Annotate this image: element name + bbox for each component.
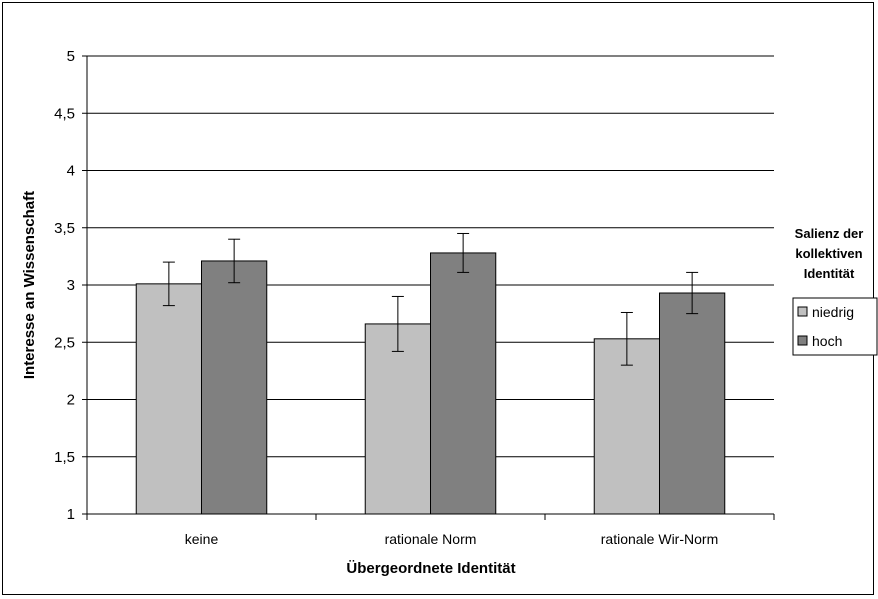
- error-bars: [162, 232, 699, 366]
- y-tick-label: 3: [67, 277, 75, 294]
- x-axis-title: Übergeordnete Identität: [346, 560, 515, 577]
- legend: Salienz der kollektiven Identität niedri…: [792, 226, 878, 356]
- legend-title-line-1: Salienz der: [795, 226, 864, 241]
- y-tick-label: 2: [67, 392, 75, 409]
- bar-hoch-2: [659, 292, 726, 515]
- legend-label-niedrig: niedrig: [812, 304, 854, 320]
- x-tick-label: rationale Wir-Norm: [601, 531, 718, 547]
- x-tick-labels: keine rationale Norm rationale Wir-Norm: [185, 531, 718, 547]
- y-tick-label: 5: [67, 48, 75, 65]
- y-tick-labels: 1 1,5 2 2,5 3 3,5 4 4,5 5: [54, 48, 75, 523]
- axes: [82, 55, 775, 520]
- y-tick-label: 1,5: [54, 449, 75, 466]
- bar-hoch-0: [201, 260, 268, 515]
- legend-label-hoch: hoch: [812, 333, 842, 349]
- y-tick-label: 1: [67, 506, 75, 523]
- legend-swatch-hoch: [797, 335, 808, 346]
- legend-title-line-2: kollektiven: [795, 246, 862, 261]
- x-tick-label: keine: [185, 531, 219, 547]
- y-tick-label: 2,5: [54, 334, 75, 351]
- y-tick-label: 3,5: [54, 220, 75, 237]
- x-tick-label: rationale Norm: [385, 531, 477, 547]
- bar-niedrig-1: [364, 323, 431, 515]
- bars: [135, 252, 726, 515]
- legend-swatch-niedrig: [797, 306, 808, 317]
- legend-title-line-3: Identität: [804, 266, 855, 281]
- y-tick-label: 4: [67, 163, 75, 180]
- bar-hoch-1: [430, 252, 497, 515]
- y-axis-title: Interesse an Wissenschaft: [21, 191, 38, 379]
- bar-niedrig-0: [135, 283, 202, 515]
- y-tick-label: 4,5: [54, 105, 75, 122]
